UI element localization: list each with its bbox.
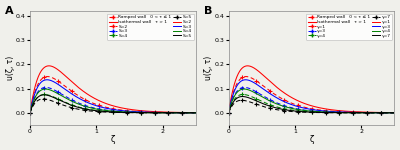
Y-axis label: u(ζ, τ): u(ζ, τ) <box>204 56 213 80</box>
X-axis label: ζ: ζ <box>309 135 314 144</box>
Text: B: B <box>204 6 212 16</box>
Text: A: A <box>5 6 14 16</box>
Legend: Ramped wall   0 < τ ≤ 1, Isothermal wall   τ > 1, γ=1, γ=3, γ=4, γ=7, γ=1, γ=3, : Ramped wall 0 < τ ≤ 1, Isothermal wall τ… <box>306 14 392 40</box>
Legend: Ramped wall   0 < τ ≤ 1, Isothermal wall   τ > 1, S=2, S=3, S=4, S=5, S=2, S=3, : Ramped wall 0 < τ ≤ 1, Isothermal wall τ… <box>107 14 194 40</box>
Y-axis label: u(ζ, τ): u(ζ, τ) <box>6 56 14 80</box>
X-axis label: ζ: ζ <box>111 135 115 144</box>
